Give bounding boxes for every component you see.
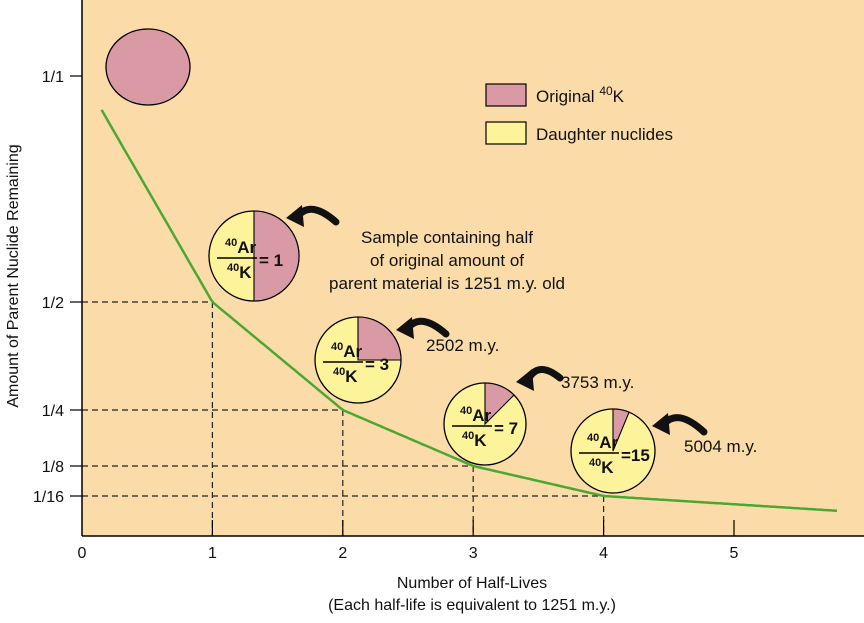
- callout-5-line-1: 5004 m.y.: [684, 437, 757, 456]
- y-tick-label-4: 1/8: [42, 459, 64, 476]
- callout-2-line-2: of original amount of: [370, 251, 524, 270]
- y-tick-label-3: 1/4: [42, 403, 64, 420]
- pie-4-ratio-denominator: 40K: [462, 430, 487, 450]
- x-tick-label-0: 0: [78, 545, 87, 562]
- pie-3-ratio-denominator: 40K: [333, 366, 358, 386]
- x-axis-note: (Each half-life is equivalent to 1251 m.…: [328, 597, 616, 614]
- pie-5-parent: [612, 408, 630, 452]
- arrow-5-head: [652, 413, 670, 435]
- pie-5-ratio-numerator: 40Ar: [587, 432, 619, 452]
- pie-2-parent: [253, 210, 300, 302]
- arrow-2-head: [286, 205, 304, 227]
- pie-4: 40Ar 40K = 7: [443, 382, 527, 466]
- pie-4-parent: [484, 382, 515, 426]
- reference-lines: [82, 301, 605, 536]
- pie-5-ratio-denominator: 40K: [589, 457, 614, 477]
- decay-curve-layer: [100, 109, 838, 513]
- pie-4-ratio-numerator: 40Ar: [460, 405, 492, 425]
- pie-5-ratio-value: =15: [621, 446, 650, 465]
- pie-2: 40Ar 40K = 1: [208, 210, 300, 302]
- x-tick-label-1: 1: [208, 545, 217, 562]
- callout-arrows: [286, 205, 708, 436]
- pie-2-ratio-denominator: 40K: [227, 262, 252, 282]
- legend-swatch-1: [485, 83, 527, 107]
- pie-2-ratio-numerator: 40Ar: [225, 237, 257, 257]
- arrow-4-head: [516, 369, 534, 391]
- arrow-3-head: [396, 317, 414, 339]
- pie-3: 40Ar 40K = 3: [314, 316, 402, 404]
- pie-1: [105, 28, 191, 106]
- pie-5: 40Ar 40K =15: [570, 408, 656, 494]
- legend-swatch-2: [485, 121, 527, 145]
- y-tick-label-5: 1/16: [33, 489, 64, 506]
- y-axis-title: Amount of Parent Nuclide Remaining: [5, 144, 22, 407]
- pie-1-parent: [105, 28, 191, 106]
- legend-label-2: Daughter nuclides: [536, 125, 673, 144]
- tick-labels: 0 1 2 3 4 5 1/1 1/2 1/4 1/8 1/16: [33, 69, 739, 562]
- y-tick-label-2: 1/2: [42, 295, 64, 312]
- legend: Original 40K Daughter nuclides: [485, 83, 673, 145]
- pie-3-ratio-value: = 3: [365, 355, 389, 374]
- x-axis-title: Number of Half-Lives: [397, 575, 547, 592]
- y-tick-label-1: 1/1: [42, 69, 64, 86]
- x-tick-label-5: 5: [730, 545, 739, 562]
- pie-4-ratio-value: = 7: [494, 419, 518, 438]
- callout-4-line-1: 3753 m.y.: [561, 373, 634, 392]
- callout-labels: Sample containing half of original amount…: [329, 228, 757, 456]
- pie-3-ratio-numerator: 40Ar: [331, 341, 363, 361]
- pie-2-ratio-value: = 1: [259, 251, 283, 270]
- callout-3-line-1: 2502 m.y.: [426, 336, 499, 355]
- decay-curve: [100, 109, 838, 513]
- x-tick-label-4: 4: [599, 545, 608, 562]
- legend-label-1: Original 40K: [536, 84, 625, 106]
- pie-3-parent: [357, 316, 402, 361]
- x-tick-label-3: 3: [469, 545, 478, 562]
- callout-2-line-1: Sample containing half: [361, 228, 533, 247]
- callout-2-line-3: parent material is 1251 m.y. old: [329, 274, 565, 293]
- x-tick-label-2: 2: [338, 545, 347, 562]
